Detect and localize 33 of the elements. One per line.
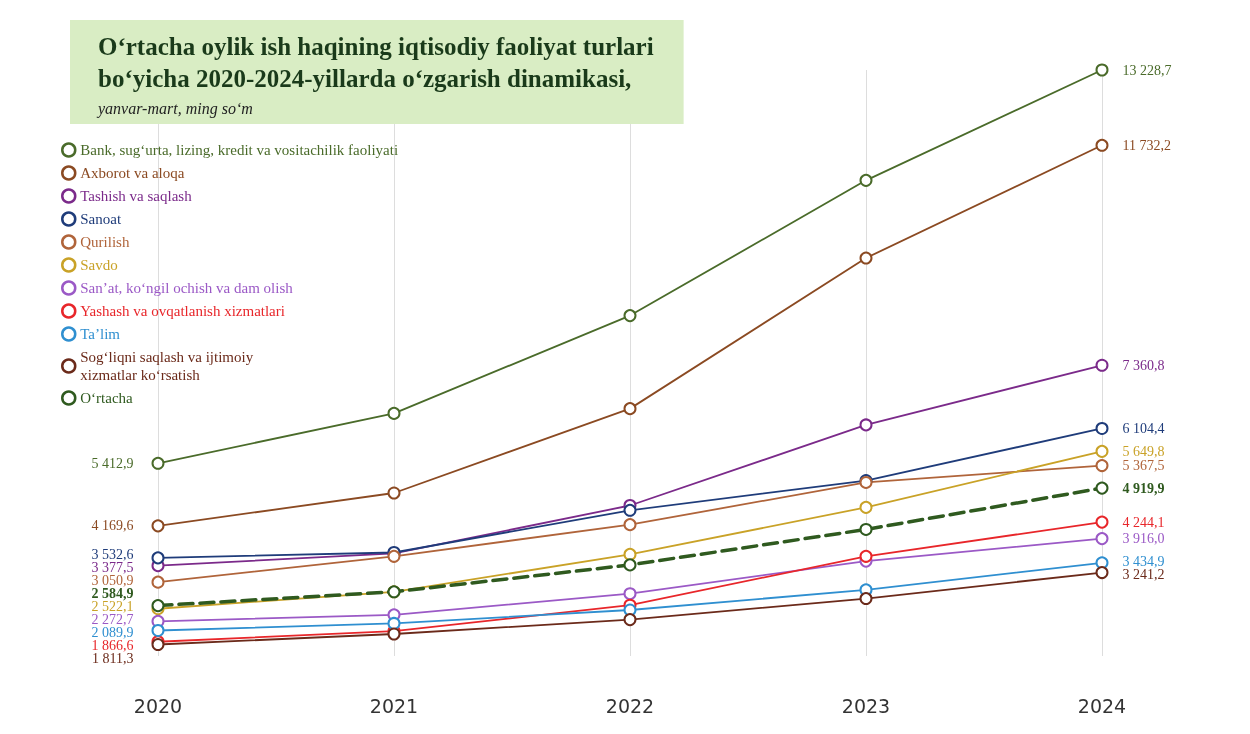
data-label: 6 104,4 bbox=[1122, 420, 1165, 436]
x-tick-label: 2022 bbox=[605, 694, 655, 717]
data-label: 5 649,8 bbox=[1122, 443, 1165, 459]
data-label: 5 412,9 bbox=[91, 455, 134, 471]
legend-label: Bank, sug‘urta, lizing, kredit va vositachilik faoliyati bbox=[80, 142, 399, 158]
data-label: 3 916,0 bbox=[1122, 531, 1165, 547]
data-label: 5 367,5 bbox=[1122, 458, 1165, 474]
legend-label: Yashash va ovqatlanish xizmatlari bbox=[80, 303, 285, 319]
data-label: 3 532,6 bbox=[91, 546, 134, 562]
legend-label: Ta’lim bbox=[80, 326, 121, 342]
data-label: 4 244,1 bbox=[1122, 514, 1165, 530]
legend-label: San’at, ko‘ngil ochish va dam olish bbox=[80, 280, 294, 296]
data-label: 4 919,9 bbox=[1122, 480, 1165, 496]
legend-label: O‘rtacha bbox=[80, 390, 134, 406]
chart-title: O‘rtacha oylik ish haqining iqtisodiy faoliyat turlari bo‘yicha 2020-2024-yillarda o‘zgarish dinamikasi, bbox=[98, 32, 654, 92]
x-tick-label: 2021 bbox=[369, 694, 419, 717]
data-label: 7 360,8 bbox=[1122, 357, 1165, 373]
data-label: 4 169,6 bbox=[91, 518, 134, 534]
data-label: 11 732,2 bbox=[1122, 137, 1171, 153]
data-label: 2 089,9 bbox=[91, 624, 134, 640]
x-tick-label: 2023 bbox=[841, 694, 891, 717]
data-label: 13 228,7 bbox=[1122, 62, 1172, 78]
text: yanvar-mart, ming so‘m bbox=[96, 99, 253, 118]
x-tick-label: 2024 bbox=[1077, 694, 1127, 717]
legend-label: Sanoat bbox=[80, 211, 122, 227]
legend-label: Savdo bbox=[80, 257, 118, 273]
legend-label: Axborot va aloqa bbox=[80, 165, 185, 181]
legend-label: Qurilish bbox=[80, 234, 130, 250]
legend-label: Sog‘liqni saqlash va ijtimoiy xizmatlar ko‘rsatish bbox=[80, 349, 254, 383]
legend-label: Tashish va saqlash bbox=[80, 188, 193, 204]
data-label: 3 434,9 bbox=[1122, 553, 1165, 569]
x-tick-label: 2020 bbox=[133, 694, 183, 717]
data-label: 2 584,9 bbox=[91, 585, 134, 601]
